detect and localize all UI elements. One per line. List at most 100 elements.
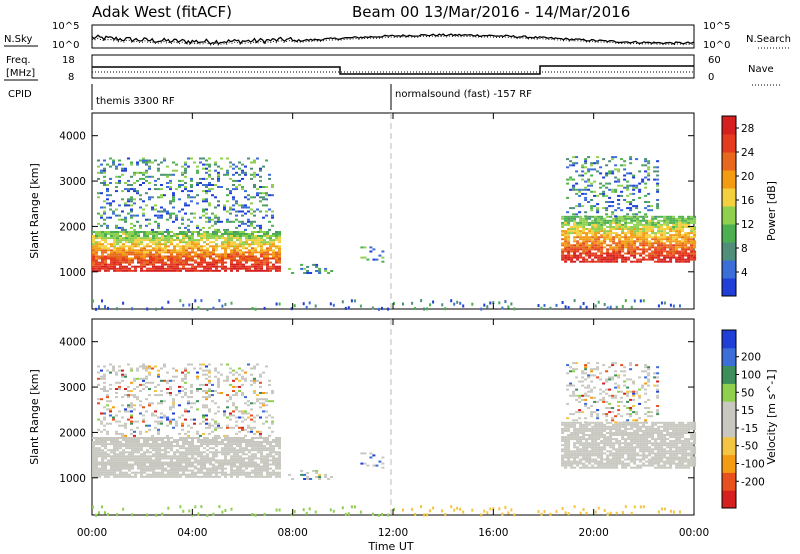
velocity-cell: [612, 462, 616, 465]
velocity-cell: [185, 473, 188, 476]
power-cell: [672, 215, 676, 218]
velocity-cell: [143, 451, 146, 454]
power-cell: [169, 200, 172, 203]
velocity-cell: [242, 463, 245, 466]
velocity-cell: [220, 373, 223, 376]
velocity-cell: [627, 421, 631, 424]
power-cell: [193, 196, 196, 199]
velocity-cell: [166, 392, 169, 394]
power-cell: [576, 236, 580, 239]
power-cell: [248, 233, 251, 235]
power-cell: [179, 233, 182, 235]
velocity-cell: [573, 462, 577, 465]
power-ground-cell: [191, 307, 194, 311]
power-cell: [158, 259, 161, 262]
power-cell: [272, 239, 275, 242]
velocity-cell: [239, 473, 242, 476]
power-cell: [157, 167, 160, 170]
freq-series: [92, 65, 694, 75]
power-cell: [113, 265, 116, 268]
power-cell: [221, 233, 224, 235]
power-cell: [137, 235, 140, 237]
velocity-cell: [603, 436, 607, 439]
velocity-cell: [170, 457, 173, 460]
power-cell: [109, 157, 112, 160]
velocity-cell: [155, 447, 158, 450]
power-cell: [645, 242, 649, 245]
power-cell: [158, 243, 161, 246]
power-cell: [197, 235, 200, 237]
power-cell: [656, 160, 660, 163]
power-cell: [142, 200, 145, 203]
velocity-cell: [603, 444, 607, 447]
power-cell: [104, 247, 107, 250]
power-ground-cell: [263, 306, 266, 310]
power-cell: [175, 218, 178, 221]
velocity-cell: [103, 385, 106, 388]
power-cell: [675, 234, 679, 237]
power-cell: [208, 173, 211, 176]
velocity-cell: [275, 459, 278, 462]
velocity-cell: [133, 430, 136, 433]
velocity-cell: [185, 441, 188, 443]
velocity-cell: [615, 458, 619, 461]
power-cell: [648, 248, 652, 251]
power-cell: [678, 230, 682, 233]
power-cell: [223, 228, 226, 231]
power-cell: [95, 261, 98, 264]
power-cell: [253, 175, 256, 178]
velocity-cell: [585, 460, 589, 463]
power-ground-cell: [95, 307, 97, 311]
velocity-cell: [235, 420, 238, 423]
velocity-cell: [256, 394, 259, 397]
velocity-cell: [257, 447, 260, 450]
power-cell: [217, 220, 220, 223]
velocity-cell: [191, 457, 194, 460]
power-cell: [248, 257, 251, 260]
velocity-cell: [107, 459, 110, 462]
velocity-cell: [591, 452, 595, 455]
velocity-cell: [104, 441, 107, 443]
power-cell: [632, 192, 636, 195]
power-cell: [561, 238, 565, 241]
power-cell: [656, 188, 660, 191]
velocity-cell: [235, 385, 238, 388]
power-cell: [254, 261, 257, 264]
power-ground-cell: [429, 303, 432, 307]
power-cell: [570, 258, 574, 261]
power-cell: [218, 231, 221, 233]
power-cell: [327, 272, 331, 274]
velocity-cell: [127, 385, 130, 388]
power-cell: [669, 236, 673, 239]
power-cell: [632, 176, 636, 179]
power-cell: [178, 226, 181, 229]
power-cell: [104, 263, 107, 266]
power-cell: [92, 249, 95, 252]
velocity-cell: [224, 451, 227, 454]
power-cell: [576, 254, 580, 257]
velocity-cell: [181, 428, 184, 431]
velocity-cell: [104, 467, 107, 470]
velocity-cell: [206, 475, 209, 478]
power-cell: [590, 182, 594, 185]
velocity-cell: [257, 443, 260, 446]
power-cell: [645, 219, 649, 222]
velocity-cell: [609, 438, 613, 441]
power-cell: [575, 205, 579, 208]
power-cell: [202, 208, 205, 211]
velocity-cell: [169, 418, 172, 421]
power-cell: [142, 212, 145, 215]
power-ground-cell: [504, 300, 507, 303]
velocity-cell: [200, 445, 203, 448]
power-cell: [226, 228, 229, 231]
power-ground-cell: [218, 299, 221, 303]
power-cell: [218, 245, 221, 248]
power-ground-cell: [492, 301, 495, 305]
power-cell: [251, 241, 254, 244]
power-cell: [569, 160, 573, 163]
power-cell: [681, 238, 685, 241]
power-cell: [644, 207, 648, 210]
cpid-mode-2: normalsound (fast) -157 RF: [395, 89, 532, 100]
power-cell: [266, 255, 269, 258]
